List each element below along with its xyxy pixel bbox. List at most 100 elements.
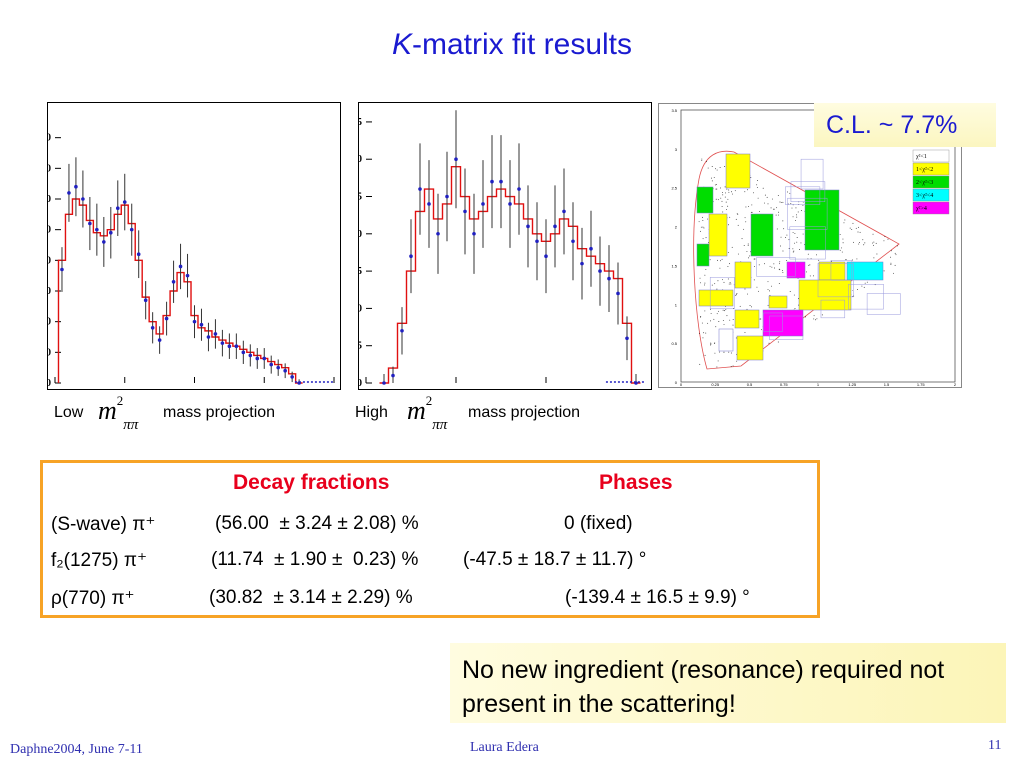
event-dot bbox=[716, 169, 718, 171]
event-dot bbox=[728, 351, 730, 353]
row-fraction: (56.00 ± 3.24 ± 2.08) % bbox=[215, 513, 419, 534]
event-dot bbox=[818, 259, 820, 261]
event-dot bbox=[699, 230, 701, 232]
event-dot bbox=[746, 250, 748, 252]
bin-outline bbox=[790, 181, 826, 202]
data-point bbox=[178, 264, 183, 269]
event-dot bbox=[721, 200, 723, 202]
event-dot bbox=[777, 341, 779, 343]
x-tick-label: 0.5 bbox=[747, 382, 753, 387]
event-dot bbox=[725, 309, 727, 311]
event-dot bbox=[794, 242, 796, 244]
event-dot bbox=[776, 228, 778, 230]
event-dot bbox=[864, 282, 866, 284]
event-dot bbox=[753, 192, 754, 194]
legend-swatch bbox=[912, 162, 950, 176]
event-dot bbox=[701, 216, 703, 218]
event-dot bbox=[726, 315, 728, 317]
chi2-bin bbox=[708, 213, 728, 257]
row-fraction: (11.74 ± 1.90 ± 0.23) % bbox=[211, 549, 419, 570]
event-dot bbox=[782, 201, 784, 203]
event-dot bbox=[721, 206, 723, 207]
event-dot bbox=[743, 228, 745, 230]
event-dot bbox=[741, 238, 743, 240]
event-dot bbox=[727, 224, 729, 226]
event-dot bbox=[727, 278, 729, 280]
event-dot bbox=[767, 203, 769, 205]
legend-swatch bbox=[912, 149, 950, 163]
event-dot bbox=[710, 312, 712, 314]
bin-outline bbox=[830, 260, 853, 281]
y-tick-label: 1.5 bbox=[671, 263, 677, 268]
event-dot bbox=[723, 324, 725, 325]
event-dot bbox=[757, 180, 759, 182]
footer-left: Daphne2004, June 7-11 bbox=[10, 742, 143, 757]
event-dot bbox=[769, 290, 771, 292]
event-dot bbox=[709, 344, 711, 346]
conclusion-note: No new ingredient (resonance) required n… bbox=[450, 643, 1006, 723]
event-dot bbox=[732, 193, 733, 195]
chi2-bin bbox=[718, 328, 734, 352]
event-dot bbox=[728, 283, 730, 285]
event-dot bbox=[704, 310, 706, 312]
event-dot bbox=[699, 277, 701, 279]
event-dot bbox=[729, 263, 731, 265]
event-dot bbox=[715, 326, 717, 328]
event-dot bbox=[758, 264, 760, 266]
data-point bbox=[164, 316, 169, 321]
event-dot bbox=[724, 192, 726, 194]
event-dot bbox=[873, 241, 875, 243]
event-dot bbox=[710, 308, 711, 310]
x-tick-label: 1.25 bbox=[848, 382, 857, 387]
event-dot bbox=[883, 270, 885, 272]
data-point bbox=[185, 273, 190, 278]
event-dot bbox=[796, 237, 798, 238]
event-dot bbox=[744, 332, 746, 334]
legend-label: 3<χ²<4 bbox=[916, 193, 933, 199]
event-dot bbox=[723, 310, 725, 312]
event-dot bbox=[800, 242, 802, 244]
event-dot bbox=[714, 283, 716, 285]
data-point bbox=[234, 344, 239, 348]
x-tick-label: 0.25 bbox=[711, 382, 720, 387]
bin-outline bbox=[800, 158, 824, 190]
chi2-bin bbox=[736, 335, 764, 361]
event-dot bbox=[725, 201, 727, 203]
event-dot bbox=[767, 289, 769, 290]
event-dot bbox=[856, 258, 858, 260]
event-dot bbox=[771, 266, 773, 268]
y-tick-label: 30 bbox=[48, 286, 51, 297]
chi2-bin bbox=[762, 309, 804, 337]
event-dot bbox=[732, 324, 734, 326]
event-dot bbox=[780, 245, 781, 247]
event-dot bbox=[734, 190, 736, 192]
data-point bbox=[382, 381, 386, 385]
low-m-variable: m2 ππ bbox=[98, 393, 138, 433]
data-point bbox=[625, 336, 629, 341]
event-dot bbox=[702, 238, 704, 240]
data-point bbox=[517, 187, 521, 191]
event-dot bbox=[767, 304, 769, 306]
event-dot bbox=[749, 255, 751, 257]
event-dot bbox=[779, 201, 781, 203]
data-point bbox=[206, 335, 211, 339]
event-dot bbox=[710, 320, 712, 322]
event-dot bbox=[862, 239, 864, 241]
event-dot bbox=[751, 306, 753, 308]
y-tick-label: 3.5 bbox=[671, 108, 677, 113]
event-dot bbox=[769, 295, 771, 296]
event-dot bbox=[745, 221, 747, 223]
event-dot bbox=[852, 222, 854, 224]
event-dot bbox=[736, 293, 738, 294]
x-tick-label: 0.75 bbox=[780, 382, 789, 387]
data-point bbox=[463, 209, 467, 214]
event-dot bbox=[851, 259, 853, 261]
event-dot bbox=[849, 227, 851, 229]
data-point bbox=[562, 209, 566, 214]
event-dot bbox=[745, 206, 747, 208]
event-dot bbox=[842, 238, 844, 240]
event-dot bbox=[747, 293, 748, 295]
x-tick-label: 1 bbox=[817, 382, 820, 387]
data-point bbox=[67, 191, 71, 195]
event-dot bbox=[704, 282, 706, 284]
